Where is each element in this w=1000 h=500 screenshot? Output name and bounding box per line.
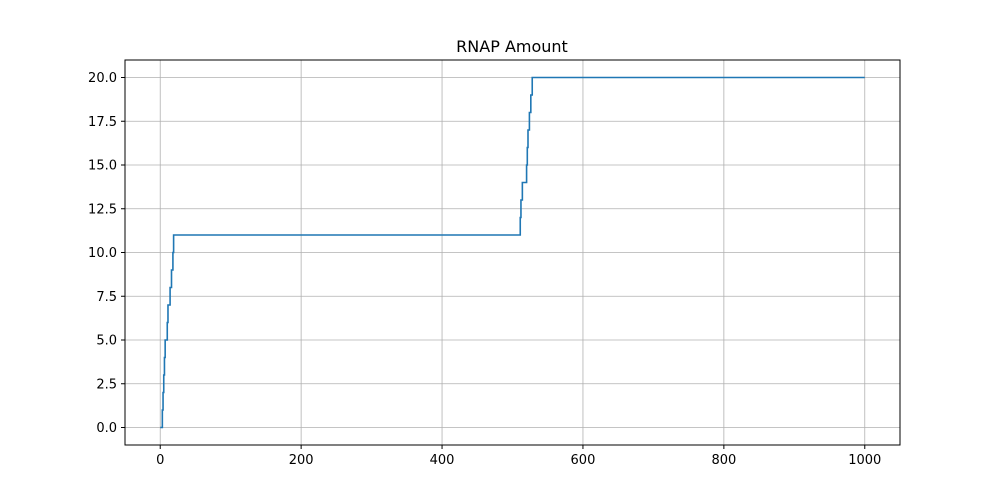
y-tick-label: 5.0 bbox=[96, 334, 117, 349]
chart-title: RNAP Amount bbox=[456, 37, 568, 56]
series-line bbox=[160, 76, 865, 429]
y-tick-label: 20.0 bbox=[88, 71, 117, 86]
y-tick-label: 7.5 bbox=[96, 290, 117, 305]
y-tick-label: 17.5 bbox=[88, 115, 117, 130]
y-tick-label: 10.0 bbox=[88, 246, 117, 261]
x-tick-label: 600 bbox=[571, 453, 596, 468]
y-tick-label: 0.0 bbox=[96, 421, 117, 436]
x-tick-label: 1000 bbox=[848, 453, 881, 468]
tick-layer: 0 200 400 600 800 1000 0.0 2.5 5.0 7.5 10.0 12.5 15.… bbox=[88, 71, 881, 468]
x-tick-label: 400 bbox=[430, 453, 455, 468]
grid-layer bbox=[125, 60, 900, 445]
x-tick-label: 0 bbox=[156, 453, 164, 468]
series-layer bbox=[160, 76, 865, 429]
y-tick-label: 2.5 bbox=[96, 377, 117, 392]
x-tick-label: 200 bbox=[289, 453, 314, 468]
y-tick-label: 12.5 bbox=[88, 202, 117, 217]
y-tick-label: 15.0 bbox=[88, 159, 117, 174]
x-tick-label: 800 bbox=[711, 453, 736, 468]
